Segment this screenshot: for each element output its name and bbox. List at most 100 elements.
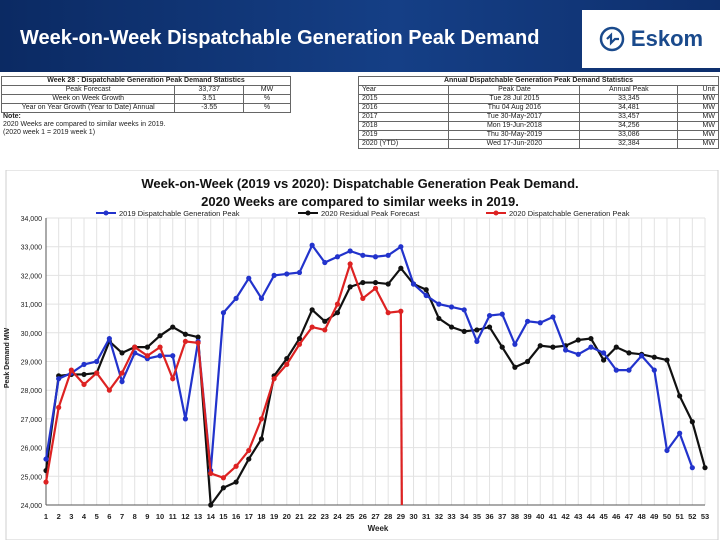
legend-label: 2020 Residual Peak Forecast bbox=[321, 209, 420, 218]
weekly-stats-title: Week 28 : Dispatchable Generation Peak D… bbox=[1, 76, 291, 86]
table-row: 2017 Tue 30-May-2017 33,457 MW bbox=[357, 112, 719, 122]
data-point bbox=[372, 254, 379, 260]
data-point bbox=[448, 324, 455, 330]
annual-peak-cell: 33,457 bbox=[579, 112, 679, 122]
data-point bbox=[94, 370, 100, 376]
data-point bbox=[588, 335, 594, 342]
x-tick-label: 16 bbox=[232, 512, 240, 521]
data-point bbox=[258, 295, 265, 301]
legend-label: 2019 Dispatchable Generation Peak bbox=[119, 209, 240, 218]
x-tick-label: 8 bbox=[133, 512, 137, 521]
data-point bbox=[461, 307, 467, 313]
data-point bbox=[486, 312, 493, 319]
x-tick-label: 19 bbox=[270, 512, 278, 521]
y-tick-label: 29,000 bbox=[21, 360, 43, 367]
data-point bbox=[639, 353, 645, 359]
column-header: Unit bbox=[677, 85, 719, 95]
data-point bbox=[144, 344, 150, 350]
annual-stats-table: Annual Dispatchable Generation Peak Dema… bbox=[357, 76, 719, 149]
unit-cell: MW bbox=[677, 121, 719, 131]
x-tick-label: 3 bbox=[69, 512, 73, 521]
data-point bbox=[296, 269, 303, 276]
stat-value: 3.51 bbox=[174, 94, 244, 104]
x-tick-label: 36 bbox=[485, 512, 493, 521]
data-point bbox=[106, 387, 112, 393]
data-point bbox=[474, 327, 480, 333]
x-tick-label: 53 bbox=[701, 512, 709, 521]
x-tick-label: 48 bbox=[637, 512, 645, 521]
x-tick-label: 21 bbox=[295, 512, 303, 521]
x-tick-label: 52 bbox=[688, 512, 696, 521]
annual-stats-panel: Annual Dispatchable Generation Peak Dema… bbox=[357, 76, 719, 149]
annual-peak-cell: 34,256 bbox=[579, 121, 679, 131]
data-point bbox=[689, 465, 695, 471]
unit-cell: MW bbox=[677, 139, 719, 149]
series-drop-line bbox=[399, 311, 403, 506]
data-point bbox=[423, 287, 429, 293]
chart-frame bbox=[5, 169, 719, 541]
data-point bbox=[334, 301, 341, 307]
x-tick-label: 17 bbox=[245, 512, 253, 521]
x-tick-label: 14 bbox=[207, 512, 216, 521]
data-point bbox=[322, 327, 328, 333]
logo-text: Eskom bbox=[630, 26, 704, 51]
table-row: Week on Week Growth 3.51 % bbox=[0, 94, 291, 104]
x-tick-label: 25 bbox=[346, 512, 354, 521]
data-point bbox=[385, 252, 391, 258]
y-tick-label: 32,000 bbox=[21, 273, 43, 280]
data-point bbox=[144, 353, 150, 359]
data-point bbox=[296, 335, 303, 342]
annual-peak-cell: 32,384 bbox=[579, 139, 679, 149]
data-point bbox=[322, 318, 328, 324]
data-point bbox=[322, 259, 328, 266]
peak-date-cell: Tue 30-May-2017 bbox=[448, 112, 581, 122]
series-line bbox=[44, 243, 694, 471]
stat-unit: % bbox=[243, 103, 291, 113]
data-point bbox=[347, 261, 353, 267]
data-point bbox=[233, 463, 239, 469]
data-point bbox=[537, 320, 543, 326]
data-point bbox=[601, 350, 607, 356]
data-point bbox=[220, 475, 227, 481]
peak-date-cell: Wed 17-Jun-2020 bbox=[448, 139, 581, 149]
x-tick-label: 30 bbox=[409, 512, 417, 521]
year-cell: 2020 (YTD) bbox=[357, 139, 450, 149]
x-tick-label: 45 bbox=[599, 512, 607, 521]
data-point bbox=[195, 340, 201, 346]
data-point bbox=[334, 254, 341, 260]
x-tick-label: 18 bbox=[257, 512, 265, 521]
y-tick-label: 27,000 bbox=[21, 417, 43, 424]
x-tick-label: 20 bbox=[283, 512, 291, 521]
stat-unit: MW bbox=[243, 85, 291, 95]
data-point bbox=[119, 350, 125, 356]
x-tick-label: 32 bbox=[435, 512, 443, 521]
data-point bbox=[423, 292, 429, 299]
data-point bbox=[512, 341, 518, 347]
y-tick-label: 30,000 bbox=[21, 331, 43, 338]
data-point bbox=[524, 318, 531, 324]
x-tick-label: 35 bbox=[473, 512, 481, 521]
x-tick-label: 51 bbox=[675, 512, 683, 521]
data-point bbox=[119, 378, 125, 385]
data-point bbox=[372, 285, 379, 291]
data-point bbox=[550, 344, 556, 350]
data-point bbox=[106, 335, 112, 342]
x-tick-label: 43 bbox=[574, 512, 582, 521]
chart-title: Week-on-Week (2019 vs 2020): Dispatchabl… bbox=[141, 176, 578, 191]
data-point bbox=[246, 447, 252, 454]
eskom-logo: Eskom bbox=[582, 10, 720, 68]
chart-area: Week-on-Week (2019 vs 2020): Dispatchabl… bbox=[0, 169, 720, 541]
stat-label: Week on Week Growth bbox=[0, 94, 176, 104]
annual-peak-cell: 33,345 bbox=[579, 94, 679, 104]
annual-stats-title: Annual Dispatchable Generation Peak Dema… bbox=[358, 76, 719, 86]
data-point bbox=[81, 371, 87, 378]
data-point bbox=[385, 281, 391, 287]
data-point bbox=[524, 358, 531, 365]
series-2 bbox=[43, 260, 404, 506]
data-point bbox=[284, 271, 290, 277]
peak-demand-chart: Week-on-Week (2019 vs 2020): Dispatchabl… bbox=[4, 169, 719, 541]
data-point bbox=[575, 337, 581, 343]
table-row: 2018 Mon 19-Jun-2018 34,256 MW bbox=[357, 121, 719, 131]
x-tick-label: 10 bbox=[156, 512, 164, 521]
x-tick-label: 34 bbox=[460, 512, 469, 521]
